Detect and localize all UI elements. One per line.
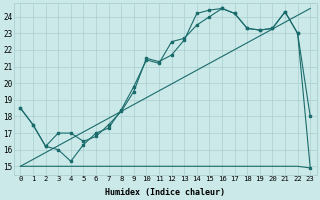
X-axis label: Humidex (Indice chaleur): Humidex (Indice chaleur) bbox=[105, 188, 225, 197]
